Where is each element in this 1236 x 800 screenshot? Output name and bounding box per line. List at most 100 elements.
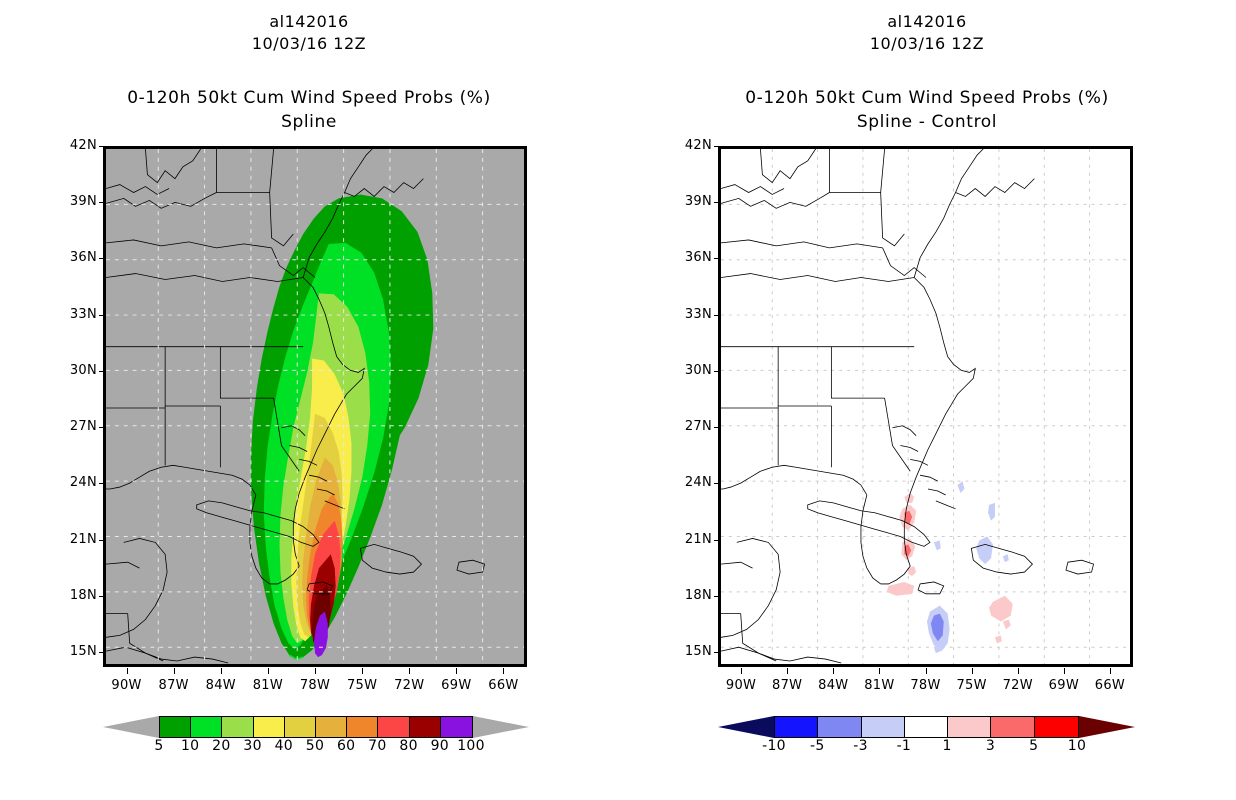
y-tick-label: 33N bbox=[684, 306, 712, 322]
y-tick-label: 42N bbox=[684, 138, 712, 153]
colorbar-tick-label: 60 bbox=[336, 738, 356, 754]
y-tick-label: 36N bbox=[69, 250, 97, 266]
colorbar-swatch bbox=[991, 717, 1035, 737]
colorbar-labels: -10 -5 -3 -1 1 3 5 10 bbox=[718, 738, 1133, 758]
x-tick-label: 90W bbox=[111, 678, 142, 693]
colorbar-swatch bbox=[818, 717, 862, 737]
colorbar-swatch bbox=[948, 717, 992, 737]
colorbar-tick-label: 5 bbox=[1029, 738, 1039, 754]
colorbar-swatch bbox=[160, 717, 192, 737]
x-tick-label: 72W bbox=[394, 678, 425, 693]
colorbar-tick-label: -10 bbox=[762, 738, 786, 754]
colorbar-tick-label: 3 bbox=[985, 738, 996, 754]
x-tick-mark bbox=[971, 668, 973, 674]
y-tick-mark bbox=[99, 314, 105, 316]
colorbar-swatch bbox=[1034, 717, 1078, 737]
right-map-plot bbox=[718, 146, 1133, 667]
y-tick-label: 36N bbox=[684, 250, 712, 266]
y-tick-mark bbox=[714, 314, 720, 316]
y-tick-label: 39N bbox=[684, 194, 712, 210]
y-tick-mark bbox=[714, 483, 720, 485]
left-chart-subtitle: Spline bbox=[281, 112, 337, 132]
panel-spline: al142016 10/03/16 12Z 0-120h 50kt Cum Wi… bbox=[69, 12, 529, 764]
x-tick-mark bbox=[503, 668, 505, 674]
colorbar-swatch bbox=[378, 717, 410, 737]
colorbar-swatch bbox=[315, 717, 348, 737]
gridlines bbox=[721, 149, 1130, 664]
colorbar-swatch bbox=[253, 717, 285, 737]
x-tick-mark bbox=[1063, 668, 1065, 674]
x-tick-label: 66W bbox=[1094, 678, 1126, 693]
y-tick-mark bbox=[99, 483, 105, 485]
colorbar-labels: 5 10 20 30 40 50 60 70 80 90 100 bbox=[103, 738, 527, 758]
y-tick-mark bbox=[714, 146, 720, 147]
colorbar-tick-label: 10 bbox=[1067, 738, 1087, 754]
y-tick-label: 27N bbox=[69, 419, 97, 435]
left-map-plot bbox=[103, 146, 527, 667]
x-tick-mark bbox=[833, 668, 835, 674]
gridlines bbox=[106, 149, 524, 664]
y-tick-label: 18N bbox=[69, 587, 97, 603]
y-tick-label: 39N bbox=[69, 194, 97, 210]
y-tick-mark bbox=[714, 539, 720, 541]
y-tick-mark bbox=[99, 595, 105, 597]
colorbar-tick-label: 20 bbox=[212, 738, 231, 754]
left-x-axis-labels: 90W 87W 84W 81W 78W 75W 72W 69W 66W bbox=[103, 668, 527, 694]
x-tick-mark bbox=[925, 668, 927, 674]
left-colorbar: 5 10 20 30 40 50 60 70 80 90 100 bbox=[103, 716, 529, 764]
y-tick-mark bbox=[714, 652, 720, 653]
y-tick-mark bbox=[99, 258, 105, 260]
colorbar-right-arrow bbox=[1079, 716, 1135, 738]
y-tick-mark bbox=[99, 202, 105, 204]
x-tick-label: 87W bbox=[158, 678, 189, 693]
colorbar-tick-label: -5 bbox=[810, 738, 825, 754]
x-tick-label: 84W bbox=[818, 678, 849, 693]
colorbar-tick-label: 5 bbox=[154, 738, 164, 754]
colorbar-swatch bbox=[222, 717, 254, 737]
left-datetime: 10/03/16 12Z bbox=[251, 34, 367, 53]
colorbar-band bbox=[159, 716, 473, 738]
right-storm-id: al142016 bbox=[887, 12, 967, 31]
probability-contours bbox=[250, 194, 434, 660]
colorbar-tick-label: 40 bbox=[274, 738, 294, 754]
right-colorbar: -10 -5 -3 -1 1 3 5 10 bbox=[718, 716, 1135, 764]
x-tick-mark bbox=[220, 668, 222, 674]
x-tick-mark bbox=[362, 668, 364, 674]
y-tick-mark bbox=[99, 539, 105, 541]
colorbar-tick-label: 50 bbox=[305, 738, 325, 754]
x-tick-mark bbox=[126, 668, 128, 674]
x-tick-mark bbox=[409, 668, 411, 674]
x-tick-label: 72W bbox=[1002, 678, 1033, 693]
panel-spline-minus-control: al142016 10/03/16 12Z 0-120h 50kt Cum Wi… bbox=[618, 0, 1236, 800]
right-map-canvas bbox=[721, 149, 1130, 664]
left-storm-id: al142016 bbox=[269, 12, 349, 31]
colorbar-swatch bbox=[904, 717, 949, 737]
x-tick-label: 78W bbox=[910, 678, 941, 693]
x-tick-mark bbox=[879, 668, 881, 674]
colorbar-right-arrow bbox=[473, 716, 529, 738]
colorbar-tick-label: 30 bbox=[243, 738, 262, 754]
colorbar-tick-label: -3 bbox=[853, 738, 868, 754]
right-chart-subtitle: Spline - Control bbox=[856, 112, 998, 132]
y-tick-label: 33N bbox=[69, 306, 97, 322]
x-tick-label: 69W bbox=[1048, 678, 1079, 693]
difference-anomalies bbox=[886, 481, 1013, 654]
x-tick-label: 87W bbox=[772, 678, 803, 693]
y-tick-mark bbox=[714, 370, 720, 372]
y-tick-mark bbox=[99, 427, 105, 429]
colorbar-tick-label: -1 bbox=[896, 738, 912, 754]
y-tick-mark bbox=[714, 202, 720, 204]
colorbar-tick-label: 1 bbox=[942, 738, 952, 754]
x-tick-mark bbox=[267, 668, 269, 674]
y-tick-label: 21N bbox=[69, 531, 97, 547]
colorbar-tick-label: 100 bbox=[457, 738, 485, 754]
x-tick-label: 84W bbox=[205, 678, 236, 693]
colorbar-band bbox=[774, 716, 1079, 738]
y-tick-label: 42N bbox=[69, 138, 97, 153]
colorbar-tick-label: 80 bbox=[399, 738, 418, 754]
y-tick-label: 15N bbox=[684, 644, 712, 659]
y-tick-mark bbox=[99, 370, 105, 372]
x-tick-label: 75W bbox=[346, 678, 378, 693]
colorbar-tick-label: 10 bbox=[180, 738, 200, 754]
x-tick-label: 69W bbox=[441, 678, 472, 693]
